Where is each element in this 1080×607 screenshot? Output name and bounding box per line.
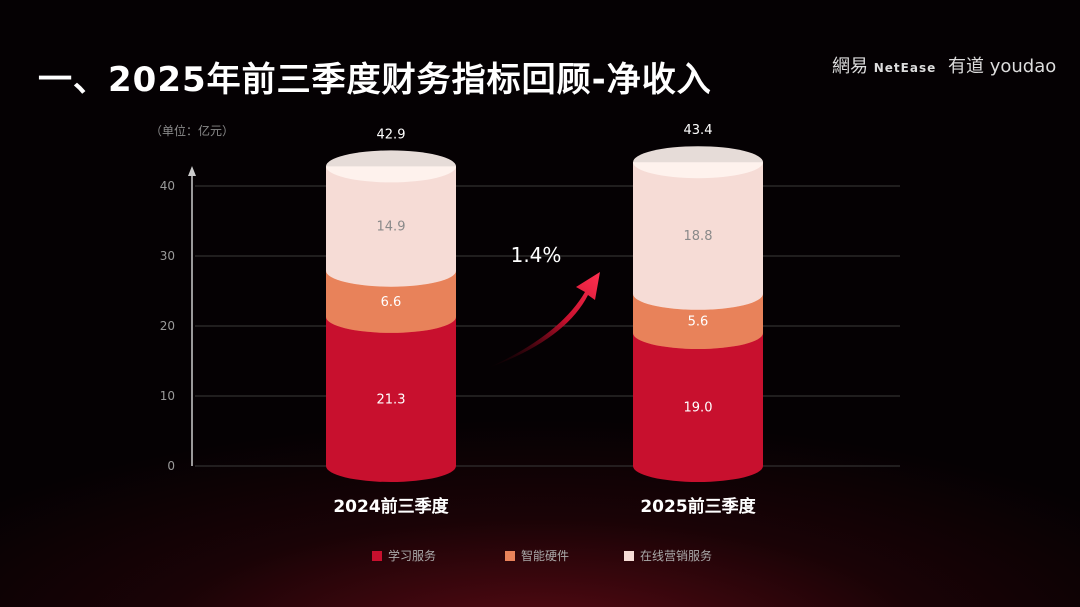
legend-swatch (505, 551, 515, 561)
segment-value-label: 6.6 (381, 295, 402, 310)
youdao-logo-cn: 有道 (948, 56, 984, 77)
total-label: 43.4 (684, 123, 713, 138)
segment-value-label: 21.3 (377, 392, 406, 407)
y-tick-label: 20 (160, 319, 175, 333)
y-tick-label: 10 (160, 389, 175, 403)
page-title: 一、2025年前三季度财务指标回顾-净收入 (38, 60, 712, 100)
category-label: 2024前三季度 (333, 496, 449, 517)
bar-group: 19.0 5.6 18.8 43.4 2025前三季度 (633, 123, 763, 517)
y-axis-arrow-icon (188, 166, 196, 176)
legend-label: 在线营销服务 (640, 548, 712, 563)
legend-swatch (372, 551, 382, 561)
bar-segment (326, 166, 456, 287)
total-label: 42.9 (377, 127, 406, 142)
youdao-logo: 有道 youdao (948, 52, 1056, 78)
growth-label: 1.4% (511, 243, 562, 267)
bar-segment-top (326, 150, 456, 183)
bar-segment (633, 333, 763, 482)
bar-segment-top (633, 146, 763, 179)
unit-label: （单位：亿元） (150, 123, 234, 138)
segment-value-label: 14.9 (377, 220, 406, 235)
legend-label: 学习服务 (388, 548, 436, 563)
bar-segment (326, 270, 456, 333)
y-tick-label: 0 (167, 459, 175, 473)
youdao-logo-en: youdao (989, 56, 1057, 77)
bar-group: 21.3 6.6 14.9 42.9 2024前三季度 (326, 127, 456, 517)
segment-value-label: 18.8 (684, 229, 713, 244)
legend-swatch (624, 551, 634, 561)
netease-logo-cn: 網易 (832, 56, 868, 77)
category-label: 2025前三季度 (640, 496, 756, 517)
legend-label: 智能硬件 (521, 548, 569, 563)
netease-logo: 網易 NetEase (832, 52, 936, 78)
bar-segment (326, 316, 456, 482)
netease-logo-en: NetEase (873, 61, 937, 75)
y-tick-label: 40 (160, 179, 175, 193)
bar-segment (633, 162, 763, 310)
growth-arrow-icon (488, 272, 600, 368)
segment-value-label: 5.6 (688, 314, 709, 329)
y-tick-label: 30 (160, 249, 175, 263)
segment-value-label: 19.0 (684, 401, 713, 416)
